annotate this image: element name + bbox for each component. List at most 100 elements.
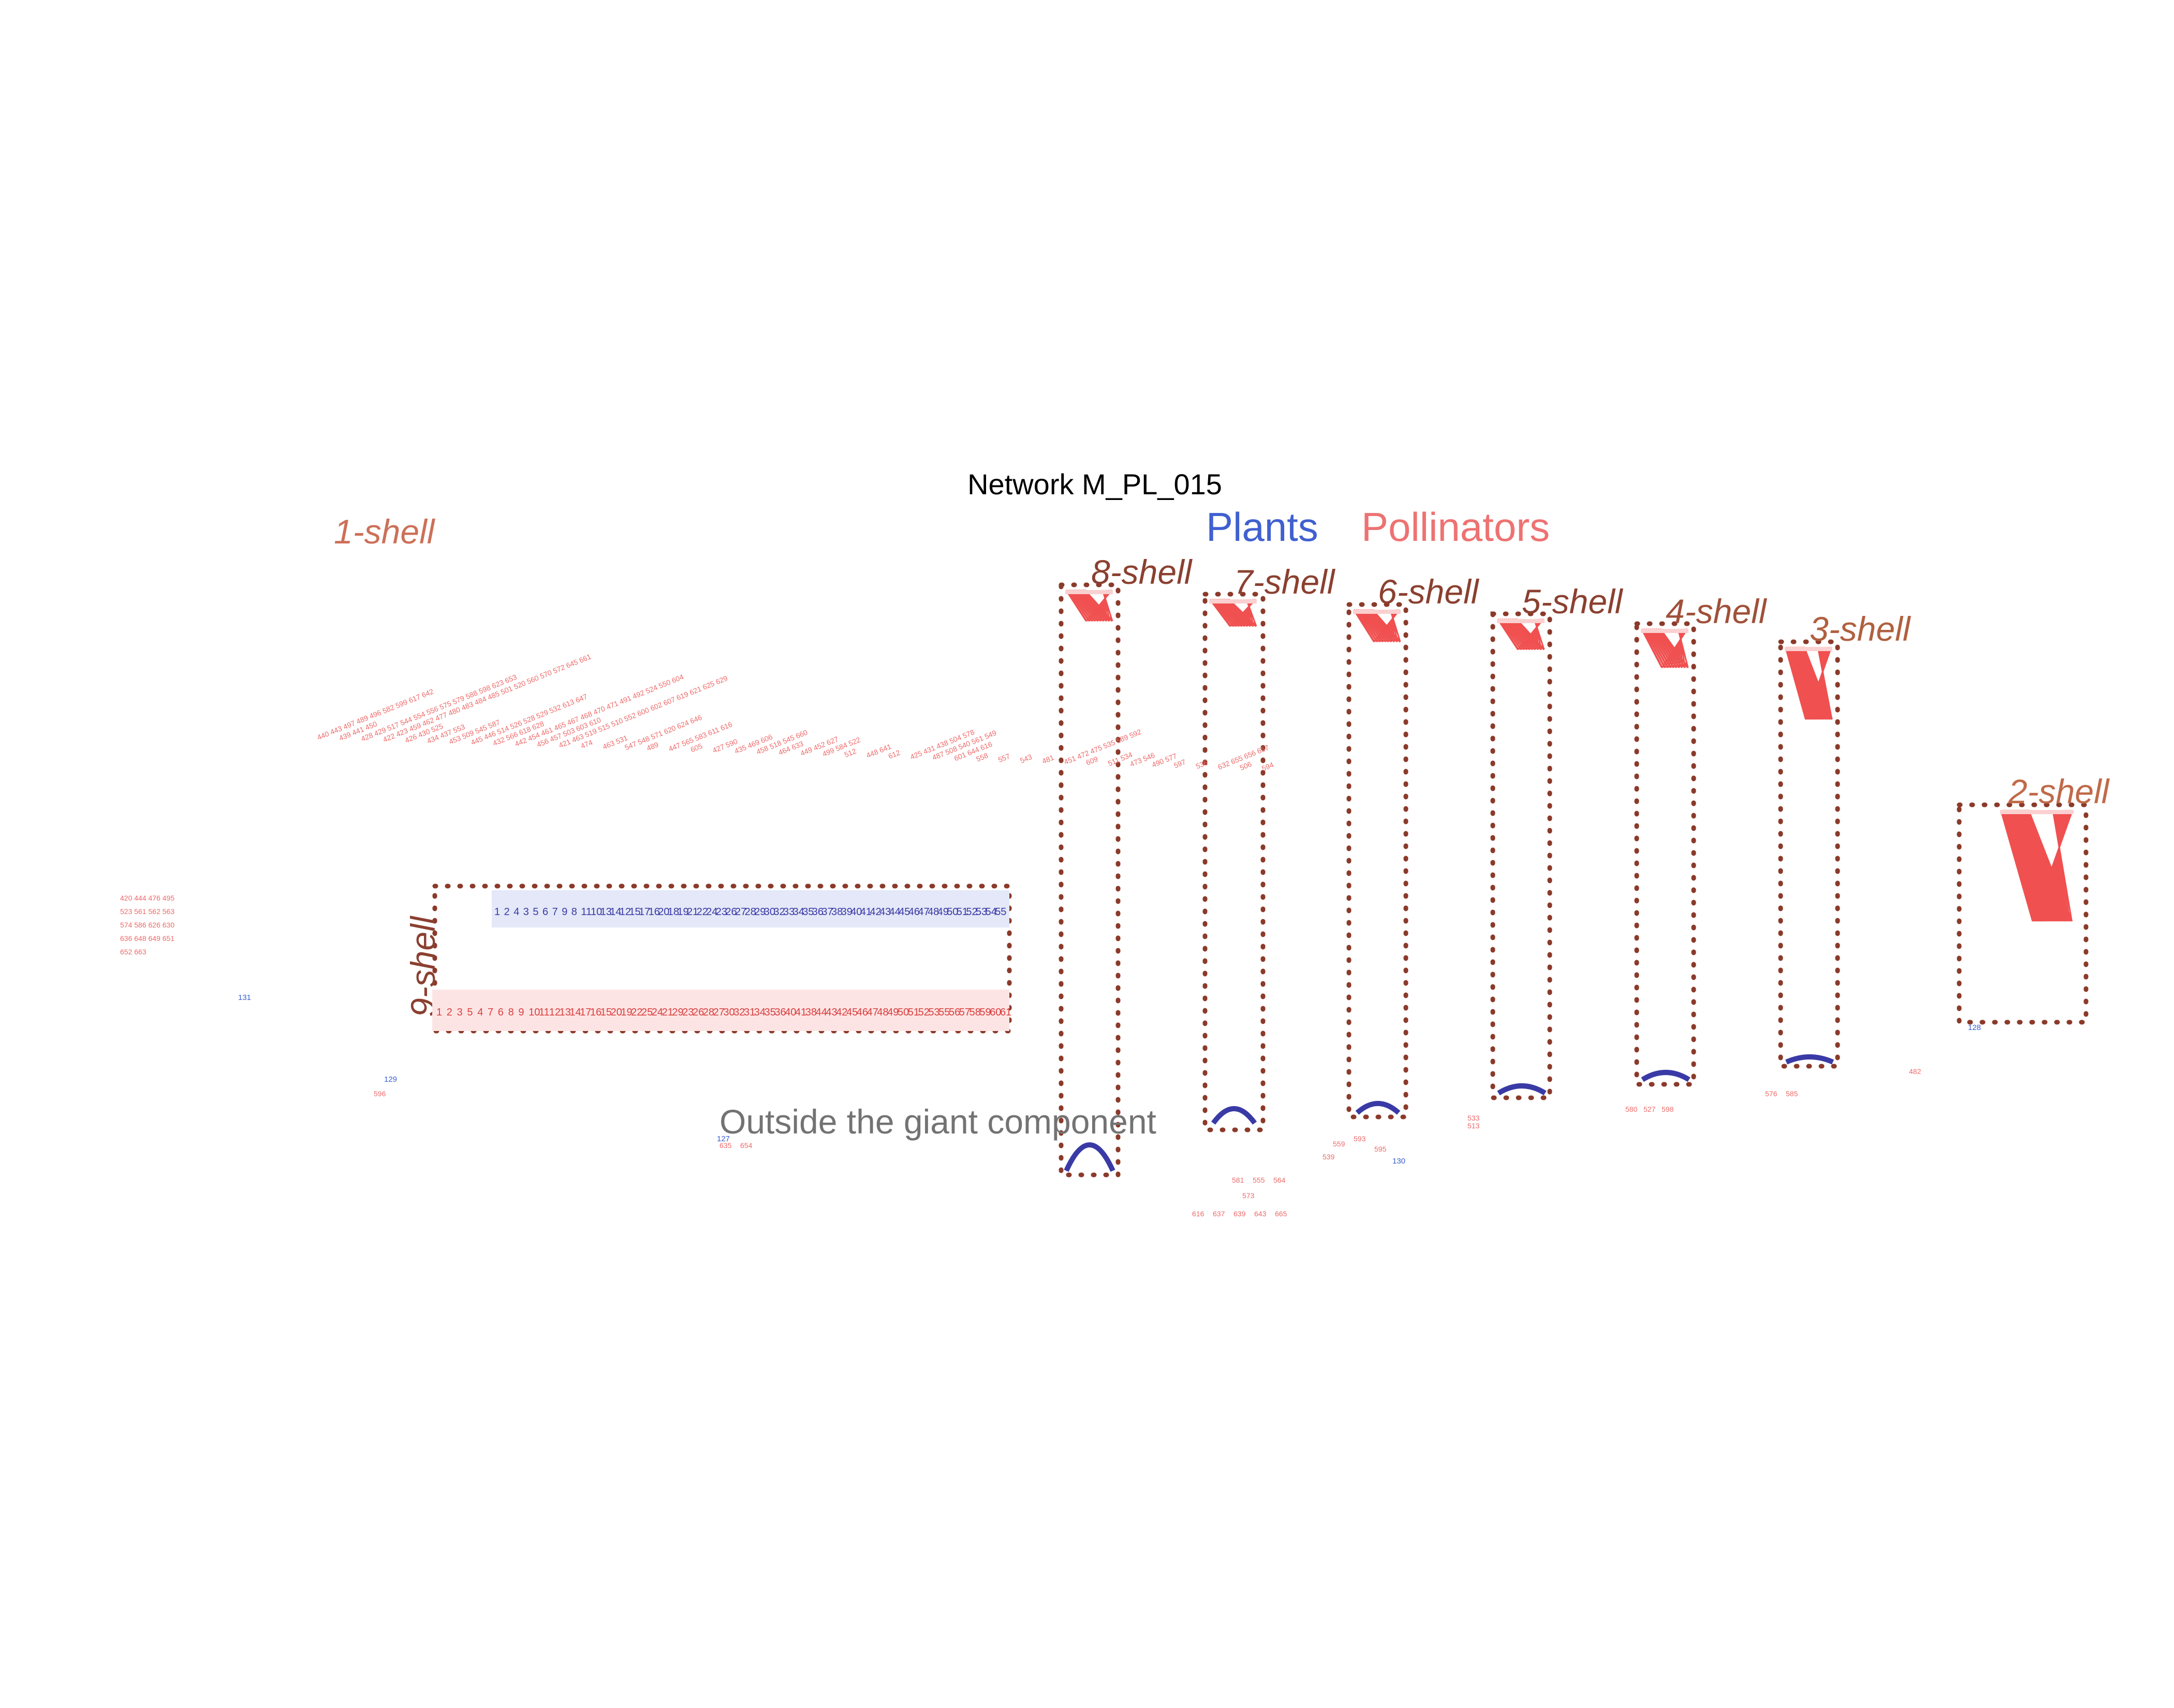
plant-node: 20: [658, 906, 669, 918]
pollinator-node: 25: [641, 1007, 653, 1018]
outside-pollinator-node: 654: [740, 1141, 753, 1150]
link-line: [1791, 646, 1817, 720]
link-line: [1677, 628, 1689, 668]
link-line: [1213, 598, 1237, 627]
plant-node: 43: [879, 906, 891, 918]
plant-node: 32: [773, 906, 785, 918]
outside-pollinator-node: 513: [1467, 1122, 1480, 1130]
pollinator-node: 56: [949, 1007, 960, 1018]
link-line: [2027, 809, 2073, 922]
link-line: [1497, 618, 1519, 651]
pollinator-node: 28: [703, 1007, 714, 1018]
pollinator-node: 11: [539, 1007, 550, 1018]
link-line: [1796, 646, 1823, 720]
pollinator-node: 29: [672, 1007, 683, 1018]
link-line: [2014, 809, 2054, 922]
plant-node: 52: [966, 906, 977, 918]
link-line: [1789, 646, 1813, 720]
link-line: [2004, 809, 2040, 922]
link-line: [1651, 628, 1678, 669]
pollinator-node: 40: [785, 1007, 796, 1018]
pollinator-node: 8: [508, 1007, 514, 1018]
link-line: [1499, 618, 1522, 651]
outside-plant-node: 127: [717, 1135, 730, 1143]
link-line: [1369, 609, 1398, 643]
outside-pollinator-node: 598: [1662, 1105, 1674, 1113]
shell1-node-row: 543: [1019, 753, 1033, 765]
link-line: [1655, 628, 1683, 669]
link-line: [1225, 598, 1254, 627]
outside-pollinator-node: 559: [1333, 1140, 1345, 1148]
pollinator-node: 23: [682, 1007, 694, 1018]
plant-node: 38: [831, 906, 843, 918]
link-line: [1227, 598, 1257, 627]
pollinator-node: 48: [877, 1007, 888, 1018]
plant-node: 23: [716, 906, 727, 918]
plant-node: 2: [504, 906, 510, 918]
shell1-left-block: 420 444 476 495 523 561 562 563 574 586 62…: [120, 894, 174, 956]
link-line: [1507, 618, 1534, 651]
link-line: [2010, 809, 2049, 922]
plant-node-arc: [1211, 1106, 1257, 1125]
link-line: [2021, 809, 2065, 922]
plant-node-arc: [1641, 1070, 1691, 1082]
outside-pollinator-node: 596: [374, 1089, 386, 1098]
shell-label-7: 7-shell: [1234, 563, 1336, 601]
link-line: [1355, 609, 1378, 643]
outside-pollinator-node: 527: [1643, 1105, 1656, 1113]
outside-pollinator-node: 635: [719, 1141, 732, 1150]
outside-pollinator-node: 643: [1254, 1210, 1267, 1218]
link-line: [2003, 809, 2038, 922]
plant-node: 48: [928, 906, 939, 918]
pollinator-node: 7: [488, 1007, 493, 1018]
link-line: [1069, 589, 1093, 622]
link-line: [2011, 809, 2050, 922]
pollinator-node: 61: [1000, 1007, 1011, 1018]
shell9-plant-nodes: 1 2 4 3 5 6 7 9 8 1110131412151716201819212224232…: [494, 906, 1006, 918]
pollinator-node: 45: [846, 1007, 858, 1018]
shell-label-4: 4-shell: [1666, 592, 1768, 630]
link-line: [2007, 809, 2045, 922]
plant-node: 35: [802, 906, 814, 918]
link-line: [1785, 646, 1807, 720]
pollinator-node: 14: [569, 1007, 581, 1018]
shell-box-5: [1490, 611, 1552, 1100]
node-strip: [1353, 610, 1401, 614]
link-line: [1801, 646, 1831, 720]
pollinator-node: 19: [621, 1007, 632, 1018]
plant-node: 45: [899, 906, 910, 918]
pollinator-node: 53: [928, 1007, 939, 1018]
plant-node: 24: [706, 906, 717, 918]
outside-pollinator-node: 555: [1253, 1176, 1265, 1184]
plant-node: 40: [850, 906, 862, 918]
outside-pollinator-node: 639: [1233, 1210, 1246, 1218]
plant-node: 8: [571, 906, 577, 918]
shell-label-5: 5-shell: [1522, 582, 1624, 621]
link-line: [1641, 628, 1663, 668]
pollinator-node: 24: [652, 1007, 663, 1018]
plant-node: 22: [697, 906, 708, 918]
plant-node: 27: [735, 906, 746, 918]
pollinator-node: 5: [467, 1007, 473, 1018]
link-line: [1065, 589, 1088, 622]
link-line: [1223, 598, 1252, 627]
pollinator-node: 17: [580, 1007, 591, 1018]
pollinator-node: 12: [549, 1007, 561, 1018]
link-line: [1353, 609, 1375, 643]
shell-label-3: 3-shell: [1810, 610, 1912, 648]
link-line: [1221, 598, 1248, 627]
pollinator-node: 27: [713, 1007, 725, 1018]
link-line: [2020, 809, 2063, 922]
shell1-node-row: 574 586 626 630: [120, 921, 174, 929]
outside-pollinator-node: 573: [1242, 1191, 1255, 1200]
link-line: [1357, 609, 1381, 643]
pollinator-node: 13: [560, 1007, 571, 1018]
link-line: [1083, 589, 1113, 622]
plant-node: 17: [639, 906, 650, 918]
outside-pollinator-node: 539: [1323, 1153, 1335, 1161]
pollinator-node: 3: [457, 1007, 463, 1018]
link-line: [1649, 628, 1674, 669]
shell-label-8: 8-shell: [1091, 553, 1193, 591]
link-line: [1509, 618, 1536, 651]
